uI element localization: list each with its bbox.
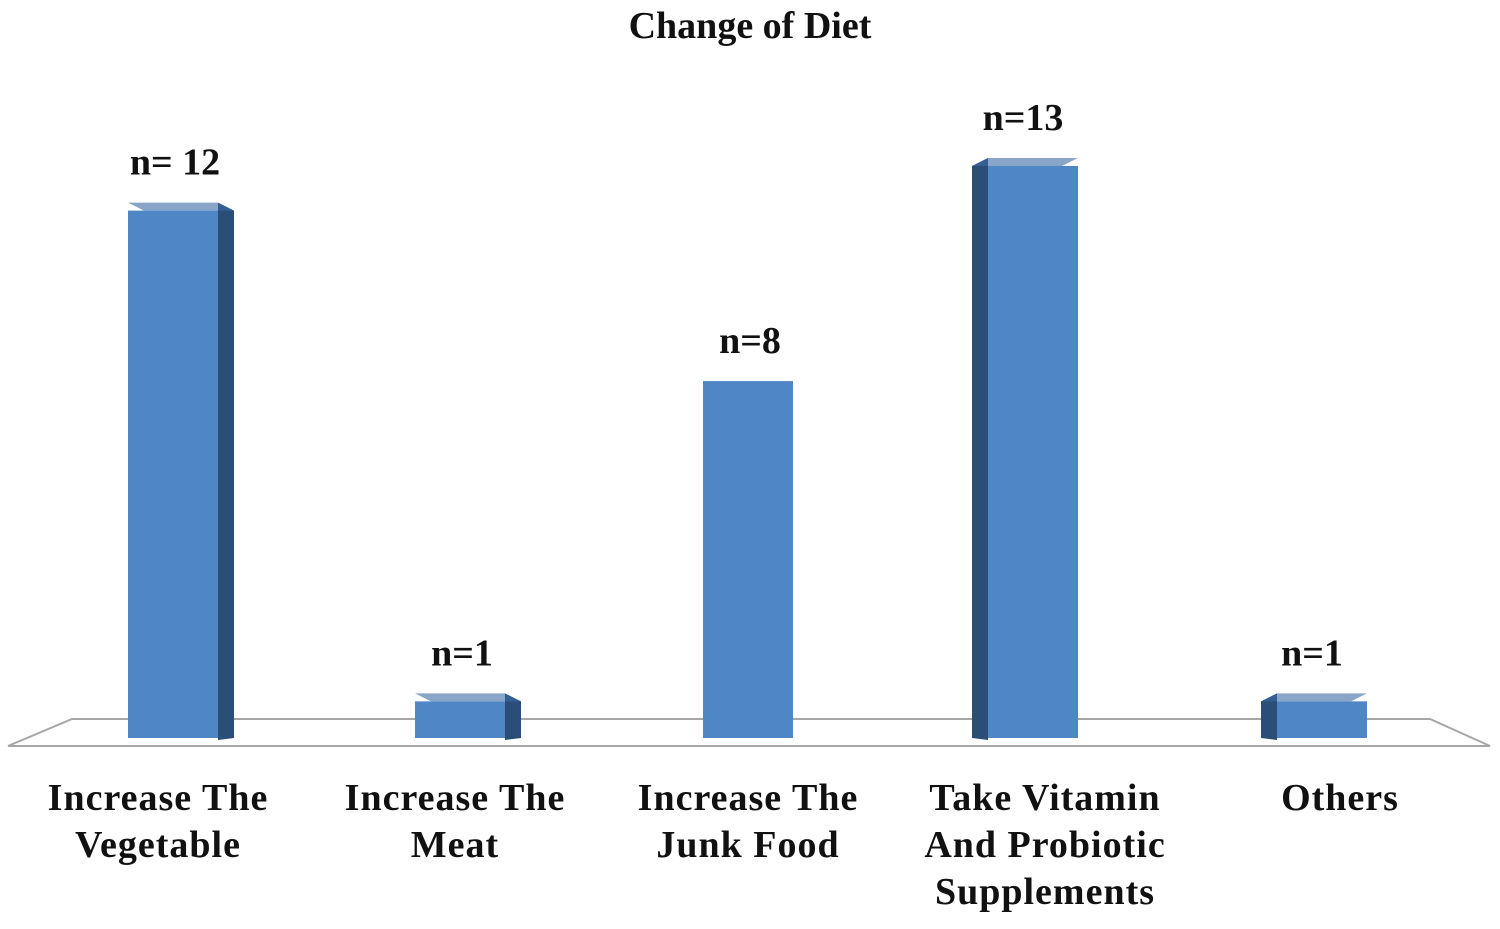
category-label: Junk Food: [656, 824, 839, 866]
bar-4: [1261, 693, 1367, 740]
bar-value-label: n=13: [983, 97, 1064, 139]
bar-top-face: [972, 158, 1078, 166]
category-label: Vegetable: [75, 824, 241, 866]
bar-side-face: [218, 202, 234, 741]
bar-2: [703, 381, 793, 738]
category-label: Increase The: [48, 777, 269, 819]
category-label: Others: [1281, 777, 1399, 819]
bar-3: [972, 158, 1078, 740]
value-labels-layer: n= 12 n=1 n=8 n=13 n=1: [130, 97, 1343, 674]
bar-side-face: [972, 158, 988, 740]
category-label: Increase The: [345, 777, 566, 819]
category-label: Meat: [411, 824, 499, 866]
bar-value-label: n=1: [431, 632, 493, 674]
bars-layer: [128, 158, 1367, 741]
bar-front-face: [128, 210, 218, 739]
bar-front-face: [703, 381, 793, 738]
category-label: Supplements: [935, 871, 1155, 913]
bar-1: [415, 693, 521, 740]
category-label: Take Vitamin: [929, 777, 1160, 819]
bar-top-face: [128, 202, 234, 211]
bar-0: [128, 202, 234, 741]
chart-title: Change of Diet: [629, 5, 872, 47]
category-labels-layer: Increase The Vegetable Increase The Meat Inc…: [48, 777, 1399, 913]
bar-value-label: n=8: [719, 320, 781, 362]
bar-side-face: [505, 693, 521, 740]
bar-value-label: n= 12: [130, 142, 220, 184]
bar-value-label: n=1: [1281, 632, 1343, 674]
bar-front-face: [1277, 701, 1367, 738]
bar-top-face: [415, 693, 521, 702]
bar-front-face: [415, 701, 505, 738]
category-label: Increase The: [638, 777, 859, 819]
bar-side-face: [1261, 693, 1277, 740]
bar-front-face: [988, 166, 1078, 738]
category-label: And Probiotic: [924, 824, 1165, 866]
bar-top-face: [1261, 693, 1367, 702]
